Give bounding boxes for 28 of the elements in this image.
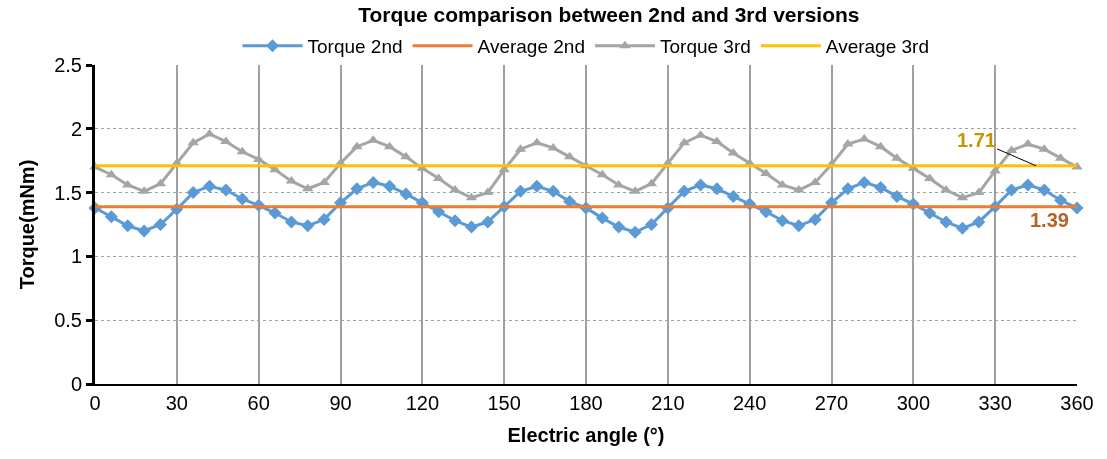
y-tick-label: 0 [70,373,82,395]
x-tick-label: 210 [651,392,685,414]
y-tick-label: 2.5 [54,54,82,76]
x-tick-label: 360 [1060,392,1094,414]
annotation: 1.71 [957,129,996,151]
y-tick-label: 1 [70,245,82,268]
chart-title: Torque comparison between 2nd and 3rd versions [358,2,860,26]
annotation: 1.39 [1030,209,1069,231]
x-tick-label: 90 [329,392,352,414]
x-tick-label: 180 [569,392,603,414]
y-tick-label: 2 [70,117,82,140]
legend-label: Torque 3rd [659,36,751,58]
x-tick-label: 270 [814,392,849,414]
x-tick-label: 240 [732,392,767,414]
x-tick-label: 0 [89,392,101,414]
x-tick-label: 120 [405,392,440,414]
y-tick-label: 0.5 [54,309,82,332]
x-tick-label: 300 [896,392,931,414]
x-axis-title: Electric angle (°) [507,424,665,446]
x-tick-label: 30 [165,392,188,414]
legend-label: Average 2nd [477,36,585,58]
x-tick-label: 60 [247,392,270,414]
y-tick-label: 1.5 [54,181,82,204]
legend-label: Torque 2nd [307,36,403,58]
x-tick-label: 330 [978,392,1012,414]
legend-label: Average 3rd [825,36,929,58]
y-axis-title: Torque(mNm) [15,159,38,290]
x-tick-label: 150 [487,392,521,414]
